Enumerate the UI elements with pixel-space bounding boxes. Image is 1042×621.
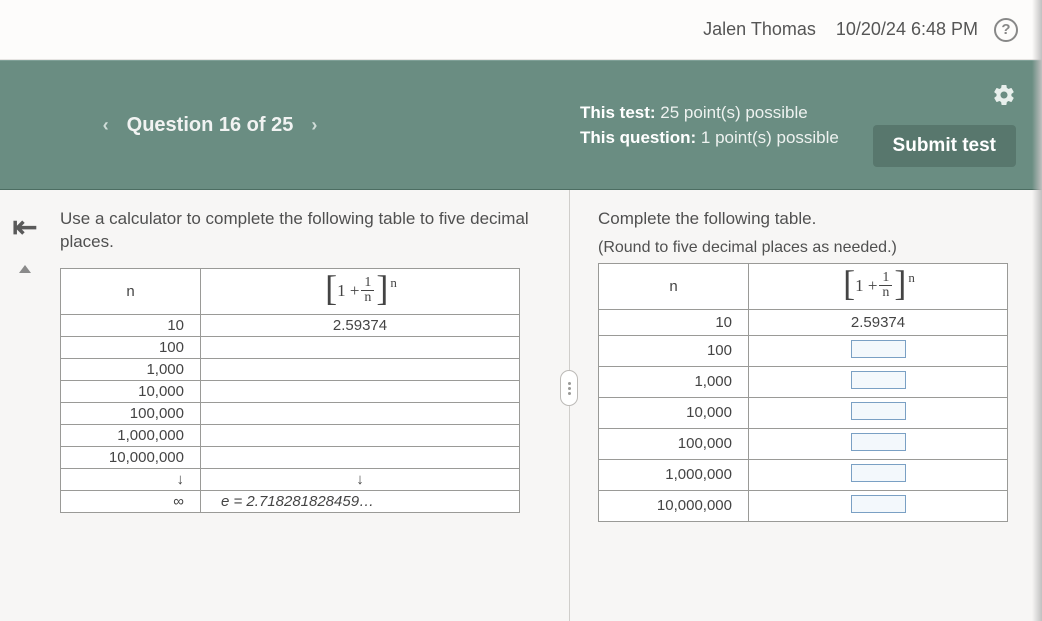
reference-table: n [ 1 + 1n ]n 102.59374 100 1,000 bbox=[60, 268, 520, 513]
table-row: 10,000,000 bbox=[61, 446, 520, 468]
table-row-arrows: ↓↓ bbox=[61, 468, 520, 490]
answer-table-pane: Complete the following table. (Round to … bbox=[570, 190, 1042, 621]
answer-input[interactable] bbox=[851, 402, 906, 420]
table-row: 100,000 bbox=[599, 428, 1008, 459]
question-nav: ‹ Question 16 of 25 › bbox=[0, 114, 420, 137]
question-points-label: This question: bbox=[580, 128, 696, 147]
formula-frac-den: n bbox=[361, 291, 374, 305]
test-points-value: 25 point(s) possible bbox=[660, 103, 807, 122]
user-name: Jalen Thomas bbox=[703, 19, 816, 40]
formula-one-plus: 1 + bbox=[855, 276, 877, 296]
ref-v bbox=[201, 358, 520, 380]
ans-v: 2.59374 bbox=[749, 309, 1008, 335]
ref-v bbox=[201, 446, 520, 468]
ans-col-formula-header: [ 1 + 1n ]n bbox=[749, 263, 1008, 309]
ref-n: 10 bbox=[61, 314, 201, 336]
datetime-label: 10/20/24 6:48 PM bbox=[836, 19, 978, 40]
table-row: 100 bbox=[61, 336, 520, 358]
formula-one-plus: 1 + bbox=[337, 281, 359, 301]
table-row: 102.59374 bbox=[61, 314, 520, 336]
table-row: 1,000 bbox=[599, 366, 1008, 397]
ref-v bbox=[201, 402, 520, 424]
next-question-button[interactable]: › bbox=[311, 115, 317, 136]
table-row: 102.59374 bbox=[599, 309, 1008, 335]
table-row: 1,000,000 bbox=[61, 424, 520, 446]
ans-n: 10,000,000 bbox=[599, 490, 749, 521]
col-n-header: n bbox=[61, 268, 201, 314]
arrow-down-icon: ↓ bbox=[201, 468, 520, 490]
ref-n: 100,000 bbox=[61, 402, 201, 424]
answer-input[interactable] bbox=[851, 371, 906, 389]
ans-n: 1,000,000 bbox=[599, 459, 749, 490]
ref-n: 1,000,000 bbox=[61, 424, 201, 446]
top-strip: Jalen Thomas 10/20/24 6:48 PM ? bbox=[0, 0, 1042, 60]
table-row: 10,000,000 bbox=[599, 490, 1008, 521]
answer-table: n [ 1 + 1n ]n 102.59374 100 1,000 bbox=[598, 263, 1008, 522]
test-info: This test: 25 point(s) possible This que… bbox=[420, 100, 873, 151]
table-row: 1,000 bbox=[61, 358, 520, 380]
ref-v bbox=[201, 336, 520, 358]
ref-n: 10,000 bbox=[61, 380, 201, 402]
scroll-up-icon[interactable] bbox=[19, 265, 31, 273]
left-gutter: ⇤ bbox=[0, 190, 50, 621]
answer-input[interactable] bbox=[851, 495, 906, 513]
question-points-value: 1 point(s) possible bbox=[701, 128, 839, 147]
content-area: ⇤ Use a calculator to complete the follo… bbox=[0, 190, 1042, 621]
test-points-label: This test: bbox=[580, 103, 656, 122]
infinity-symbol: ∞ bbox=[61, 490, 201, 512]
table-row: 10,000 bbox=[599, 397, 1008, 428]
left-instruction: Use a calculator to complete the followi… bbox=[60, 208, 549, 254]
ref-v: 2.59374 bbox=[201, 314, 520, 336]
formula-frac-num: 1 bbox=[361, 276, 374, 291]
gear-icon[interactable] bbox=[992, 83, 1016, 107]
table-row: 100 bbox=[599, 335, 1008, 366]
answer-input[interactable] bbox=[851, 464, 906, 482]
table-row: 100,000 bbox=[61, 402, 520, 424]
table-row: 10,000 bbox=[61, 380, 520, 402]
ans-col-n-header: n bbox=[599, 263, 749, 309]
ref-v bbox=[201, 424, 520, 446]
question-banner: ‹ Question 16 of 25 › This test: 25 poin… bbox=[0, 60, 1042, 190]
reference-table-pane: Use a calculator to complete the followi… bbox=[50, 190, 570, 621]
formula-frac-den: n bbox=[879, 286, 892, 300]
e-value: e = 2.718281828459… bbox=[201, 490, 520, 512]
ans-n: 1,000 bbox=[599, 366, 749, 397]
help-icon[interactable]: ? bbox=[994, 18, 1018, 42]
ref-n: 100 bbox=[61, 336, 201, 358]
round-note: (Round to five decimal places as needed.… bbox=[598, 239, 1022, 257]
table-row-limit: ∞e = 2.718281828459… bbox=[61, 490, 520, 512]
ref-n: 1,000 bbox=[61, 358, 201, 380]
ans-n: 10 bbox=[599, 309, 749, 335]
prev-question-button[interactable]: ‹ bbox=[103, 115, 109, 136]
back-arrow-icon[interactable]: ⇤ bbox=[12, 210, 37, 245]
formula-frac-num: 1 bbox=[879, 271, 892, 286]
formula-exp: n bbox=[390, 275, 397, 291]
table-row: 1,000,000 bbox=[599, 459, 1008, 490]
answer-input[interactable] bbox=[851, 433, 906, 451]
pane-drag-handle[interactable] bbox=[560, 370, 578, 406]
ans-n: 100 bbox=[599, 335, 749, 366]
col-formula-header: [ 1 + 1n ]n bbox=[201, 268, 520, 314]
submit-test-button[interactable]: Submit test bbox=[873, 125, 1016, 167]
arrow-down-icon: ↓ bbox=[61, 468, 201, 490]
question-title: Question 16 of 25 bbox=[127, 114, 294, 137]
right-instruction: Complete the following table. bbox=[598, 208, 1022, 231]
answer-input[interactable] bbox=[851, 340, 906, 358]
ans-n: 100,000 bbox=[599, 428, 749, 459]
ref-v bbox=[201, 380, 520, 402]
ref-n: 10,000,000 bbox=[61, 446, 201, 468]
formula-exp: n bbox=[908, 270, 915, 286]
ans-n: 10,000 bbox=[599, 397, 749, 428]
